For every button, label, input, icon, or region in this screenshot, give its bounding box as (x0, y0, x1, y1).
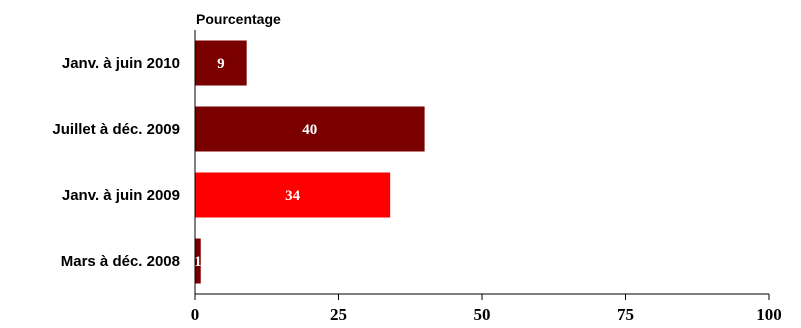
x-tick-label: 25 (330, 305, 347, 324)
x-tick-label: 100 (756, 305, 782, 324)
data-label: 9 (217, 56, 225, 72)
category-label: Janv. à juin 2010 (62, 55, 180, 72)
x-tick-label: 50 (474, 305, 491, 324)
data-label: 40 (302, 122, 317, 138)
category-label: Janv. à juin 2009 (62, 187, 180, 204)
data-label: 34 (285, 188, 301, 204)
category-label: Juillet à déc. 2009 (52, 121, 180, 138)
x-tick-label: 0 (191, 305, 200, 324)
category-label: Mars à déc. 2008 (61, 253, 180, 270)
bars-layer: 9 Janv. à juin 2010 40 Juillet à déc. 2009 3… (52, 41, 424, 284)
x-tick-label: 75 (617, 305, 634, 324)
axis-title: Pourcentage (196, 11, 281, 27)
